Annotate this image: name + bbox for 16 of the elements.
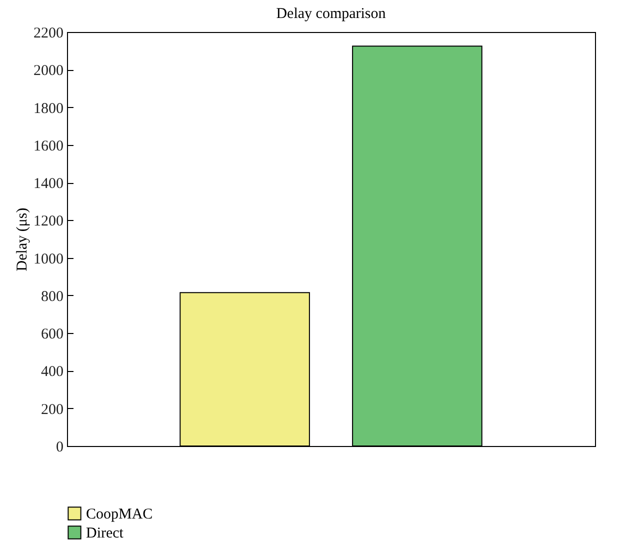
y-tick-label: 1800 <box>34 100 64 117</box>
y-tick-label: 2000 <box>34 63 64 80</box>
y-tick-label: 800 <box>41 288 64 305</box>
legend-label: CoopMAC <box>86 506 153 522</box>
y-tick-label: 600 <box>41 326 64 343</box>
y-tick-label: 2200 <box>34 26 64 42</box>
y-tick-label: 1600 <box>34 138 64 154</box>
y-tick-label: 400 <box>41 364 64 380</box>
y-tick-label: 200 <box>41 402 64 418</box>
legend-label: Direct <box>86 526 124 542</box>
y-axis-title: Delay (μs) <box>14 208 30 272</box>
y-tick-label: 1000 <box>34 251 64 268</box>
y-tick-label: 1200 <box>34 214 64 230</box>
chart-title: Delay comparison <box>276 6 386 22</box>
y-tick-label: 1400 <box>34 176 64 192</box>
y-tick-label: 0 <box>56 440 64 456</box>
